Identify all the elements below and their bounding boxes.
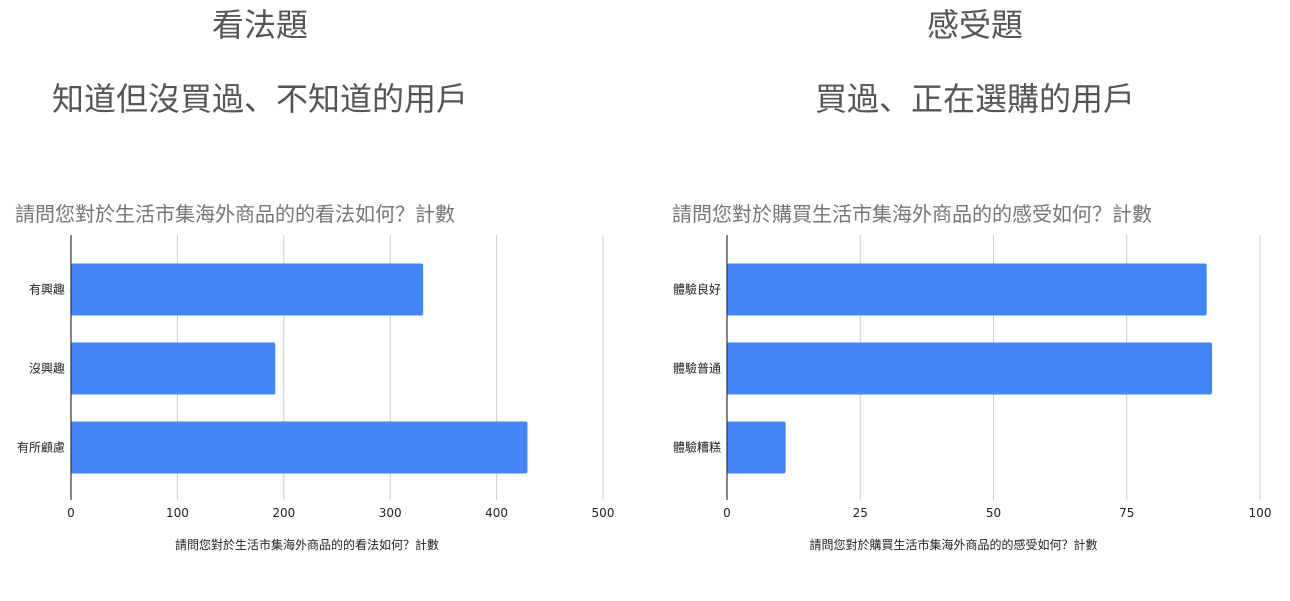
x-tick-label: 500 <box>592 506 615 520</box>
left-bar-chart: 0 100 200 300 400 500 有興趣沒興趣有所顧慮請問您對於生活市集海外商品的… <box>17 235 615 552</box>
x-tick-label: 0 <box>723 506 731 520</box>
x-axis-label: 請問您對於購買生活市集海外商品的的感受如何？計數 <box>809 537 1097 552</box>
bar <box>71 421 528 474</box>
x-axis-label: 請問您對於生活市集海外商品的的看法如何？計數 <box>175 537 439 552</box>
left-panel: 看法題 知道但沒買過、不知道的用戶 請問您對於生活市集海外商品的的看法如何？計數… <box>15 6 615 552</box>
left-heading: 看法題 <box>211 6 308 44</box>
x-tick-label: 50 <box>986 506 1001 520</box>
x-tick-label: 75 <box>1119 506 1134 520</box>
category-label: 體驗普通 <box>673 362 721 376</box>
x-tick-label: 300 <box>379 506 402 520</box>
bar <box>71 342 276 395</box>
category-label: 體驗良好 <box>673 282 721 297</box>
x-tick-label: 100 <box>1249 506 1272 520</box>
left-chart-title: 請問您對於生活市集海外商品的的看法如何？計數 <box>15 202 455 226</box>
category-label: 有所顧慮 <box>17 440 65 455</box>
x-tick-label: 25 <box>853 506 868 520</box>
x-tick-label: 400 <box>485 506 508 520</box>
right-bar-chart: 0 25 50 75 100 體驗良好體驗普通體驗糟糕請問您對於購買生活市集海外商品的的感… <box>673 235 1272 552</box>
bar <box>727 421 786 474</box>
bar <box>727 263 1207 316</box>
x-tick-label: 200 <box>272 506 295 520</box>
right-chart-title: 請問您對於購買生活市集海外商品的的感受如何？計數 <box>672 202 1152 226</box>
category-label: 體驗糟糕 <box>673 440 721 455</box>
x-tick-label: 100 <box>166 506 189 520</box>
left-subheading: 知道但沒買過、不知道的用戶 <box>51 80 468 118</box>
bar <box>727 342 1213 395</box>
right-subheading: 買過、正在選購的用戶 <box>814 80 1135 118</box>
x-tick-label: 0 <box>67 506 75 520</box>
category-label: 有興趣 <box>29 282 65 297</box>
right-panel: 感受題 買過、正在選購的用戶 請問您對於購買生活市集海外商品的的感受如何？計數 … <box>645 0 1290 601</box>
right-heading: 感受題 <box>926 6 1023 44</box>
category-label: 沒興趣 <box>29 361 65 376</box>
bar <box>71 263 424 316</box>
